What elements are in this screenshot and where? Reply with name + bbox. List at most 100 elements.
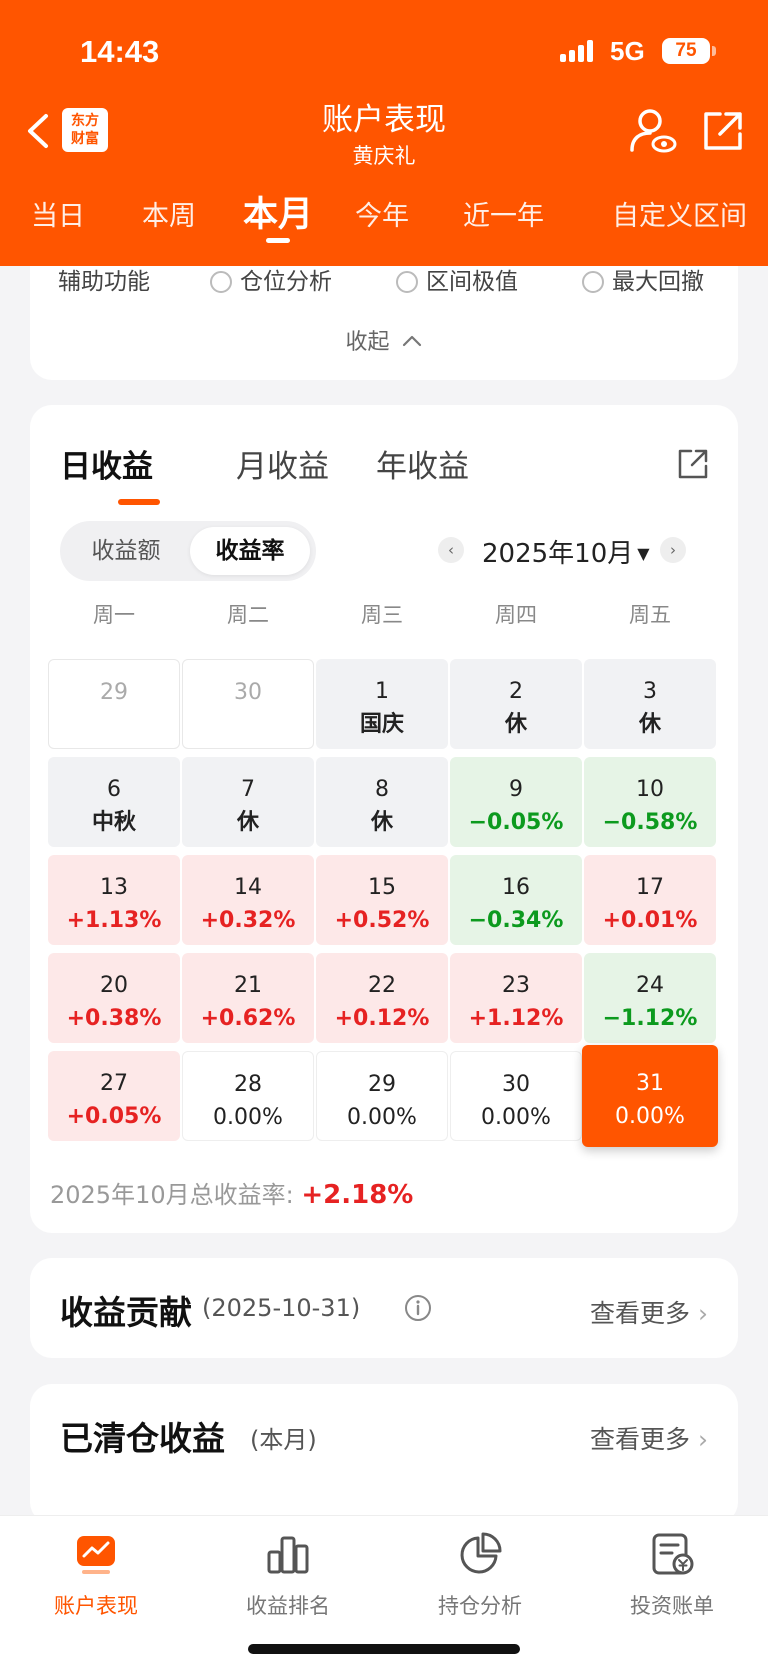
contribution-more-link[interactable]: 查看更多 › — [590, 1294, 708, 1330]
day-number: 14 — [234, 875, 262, 900]
day-return: +0.62% — [200, 1006, 296, 1031]
calendar-day[interactable]: 23 +1.12% — [450, 953, 582, 1043]
metric-toggle: 收益额 收益率 — [60, 521, 316, 581]
calendar-day[interactable]: 21 +0.62% — [182, 953, 314, 1043]
account-name: 黄庆礼 — [352, 144, 416, 168]
month-navigator: ‹ 2025年10月 ▼ › — [438, 533, 718, 569]
calendar-day[interactable]: 24 −1.12% — [584, 953, 716, 1043]
nav-row: 东方 财富 账户表现 黄庆礼 — [0, 86, 768, 176]
tab-custom-range[interactable]: 自定义区间 — [612, 201, 747, 232]
month-total-label: 2025年10月总收益率: — [50, 1181, 294, 1209]
chevron-right-icon: › — [698, 1425, 708, 1454]
day-number: 29 — [100, 680, 128, 705]
weekday-label: 周五 — [629, 603, 671, 627]
brand-logo: 东方 财富 — [62, 108, 108, 152]
cleared-period: (本月) — [250, 1426, 317, 1454]
day-return: 休 — [504, 712, 527, 737]
day-number: 1 — [375, 679, 389, 704]
calendar-day[interactable]: 20 +0.38% — [48, 953, 180, 1043]
weekday-label: 周三 — [361, 603, 403, 627]
day-number: 22 — [368, 973, 396, 998]
option-max-drawdown[interactable]: 最大回撤 — [582, 262, 704, 296]
bill-icon — [652, 1533, 694, 1575]
caret-down-icon: ▼ — [637, 544, 650, 563]
option-position-analysis[interactable]: 仓位分析 — [210, 262, 332, 296]
calendar-day[interactable]: 13 +1.13% — [48, 855, 180, 945]
day-return: −0.58% — [602, 810, 698, 835]
nav-account-performance[interactable]: 账户表现 — [16, 1530, 176, 1620]
calendar-day-selected[interactable]: 31 0.00% — [582, 1045, 718, 1147]
weekday-label: 周一 — [93, 603, 135, 627]
day-number: 30 — [234, 680, 262, 705]
next-month-icon[interactable]: › — [660, 537, 686, 563]
tab-year[interactable]: 今年 — [355, 201, 409, 232]
calendar-day[interactable]: 10 −0.58% — [584, 757, 716, 847]
day-number: 23 — [502, 973, 530, 998]
weekday-label: 周二 — [227, 603, 269, 627]
month-label: 2025年10月 — [482, 539, 634, 569]
tab-month[interactable]: 本月 — [243, 195, 314, 235]
day-number: 17 — [636, 875, 664, 900]
calendar-day[interactable]: 17 +0.01% — [584, 855, 716, 945]
calendar-day[interactable]: 16 −0.34% — [450, 855, 582, 945]
contribution-card[interactable]: 收益贡献 (2025-10-31) 查看更多 › — [30, 1258, 738, 1358]
month-selector[interactable]: 2025年10月 ▼ — [482, 533, 650, 570]
logo-text-bottom: 财富 — [71, 131, 99, 147]
user-view-icon[interactable] — [628, 106, 678, 156]
cleared-positions-card[interactable]: 已清仓收益 (本月) 查看更多 › — [30, 1384, 738, 1524]
day-return: +1.13% — [66, 908, 162, 933]
share-icon[interactable] — [700, 108, 746, 154]
tab-daily-returns[interactable]: 日收益 — [60, 449, 153, 485]
back-arrow-icon[interactable] — [20, 106, 60, 156]
day-number: 3 — [643, 679, 657, 704]
calendar-day[interactable]: 9 −0.05% — [450, 757, 582, 847]
calendar-day[interactable]: 14 +0.32% — [182, 855, 314, 945]
prev-month-icon[interactable]: ‹ — [438, 537, 464, 563]
weekday-label: 周四 — [495, 603, 537, 627]
calendar-day[interactable]: 6 中秋 — [48, 757, 180, 847]
day-return: −0.34% — [468, 908, 564, 933]
day-number: 15 — [368, 875, 396, 900]
export-icon[interactable] — [676, 447, 710, 481]
calendar-day[interactable]: 15 +0.52% — [316, 855, 448, 945]
day-number: 30 — [502, 1072, 530, 1097]
nav-holdings-analysis[interactable]: 持仓分析 — [400, 1530, 560, 1620]
performance-chart-icon — [77, 1536, 115, 1574]
day-return: +0.05% — [66, 1104, 162, 1129]
nav-returns-ranking[interactable]: 收益排名 — [208, 1530, 368, 1620]
collapse-button[interactable]: 收起 — [30, 324, 738, 356]
day-return: 休 — [370, 810, 393, 835]
day-number: 8 — [375, 777, 389, 802]
tab-today[interactable]: 当日 — [31, 201, 85, 232]
option-range-extremes[interactable]: 区间极值 — [396, 262, 518, 296]
day-number: 16 — [502, 875, 530, 900]
calendar-day[interactable]: 22 +0.12% — [316, 953, 448, 1043]
toggle-rate[interactable]: 收益率 — [190, 527, 310, 575]
info-icon[interactable] — [404, 1294, 432, 1322]
bar-chart-icon — [267, 1536, 309, 1574]
toggle-amount[interactable]: 收益额 — [91, 538, 161, 564]
calendar-day[interactable]: 28 0.00% — [182, 1051, 314, 1141]
calendar-grid: 29 30 1 国庆 2 休 3 休 6 中秋 7 休 8 休 9 −0.05% 10 −0.58% 13 +1.13… — [48, 659, 720, 1147]
collapse-label: 收起 — [345, 330, 390, 355]
tab-week[interactable]: 本周 — [142, 201, 196, 232]
tab-monthly-returns[interactable]: 月收益 — [236, 449, 329, 485]
calendar-day[interactable]: 30 0.00% — [450, 1051, 582, 1141]
tab-last-year[interactable]: 近一年 — [463, 201, 544, 232]
tab-yearly-returns[interactable]: 年收益 — [376, 449, 469, 485]
cleared-more-link[interactable]: 查看更多 › — [590, 1420, 708, 1456]
calendar-day[interactable]: 29 0.00% — [316, 1051, 448, 1141]
nav-investment-statement[interactable]: 投资账单 — [592, 1530, 752, 1620]
day-return: +0.01% — [602, 908, 698, 933]
option-label: 最大回撤 — [612, 269, 704, 295]
nav-label: 持仓分析 — [438, 1594, 522, 1618]
calendar-day[interactable]: 1 国庆 — [316, 659, 448, 749]
network-type: 5G — [610, 36, 645, 66]
day-return: 0.00% — [213, 1105, 283, 1130]
nav-label: 收益排名 — [246, 1594, 330, 1618]
calendar-day[interactable]: 27 +0.05% — [48, 1051, 180, 1141]
